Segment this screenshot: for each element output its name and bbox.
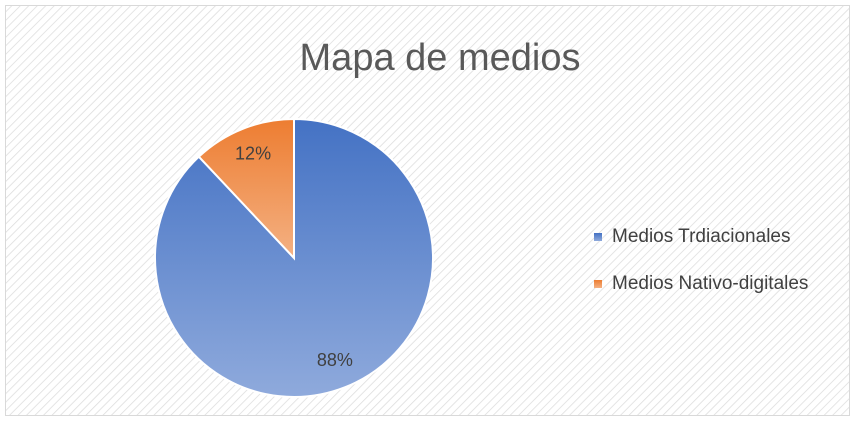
legend-label: Medios Nativo-digitales bbox=[612, 273, 808, 294]
pie-slice bbox=[197, 117, 295, 261]
data-label: 88% bbox=[317, 350, 353, 370]
chart-title: Mapa de medios bbox=[300, 37, 581, 79]
legend-swatch bbox=[594, 233, 602, 241]
legend-label: Medios Trdiacionales bbox=[612, 226, 790, 247]
data-label: 12% bbox=[235, 143, 271, 163]
legend-swatch bbox=[594, 280, 602, 288]
chart-area bbox=[5, 5, 850, 416]
